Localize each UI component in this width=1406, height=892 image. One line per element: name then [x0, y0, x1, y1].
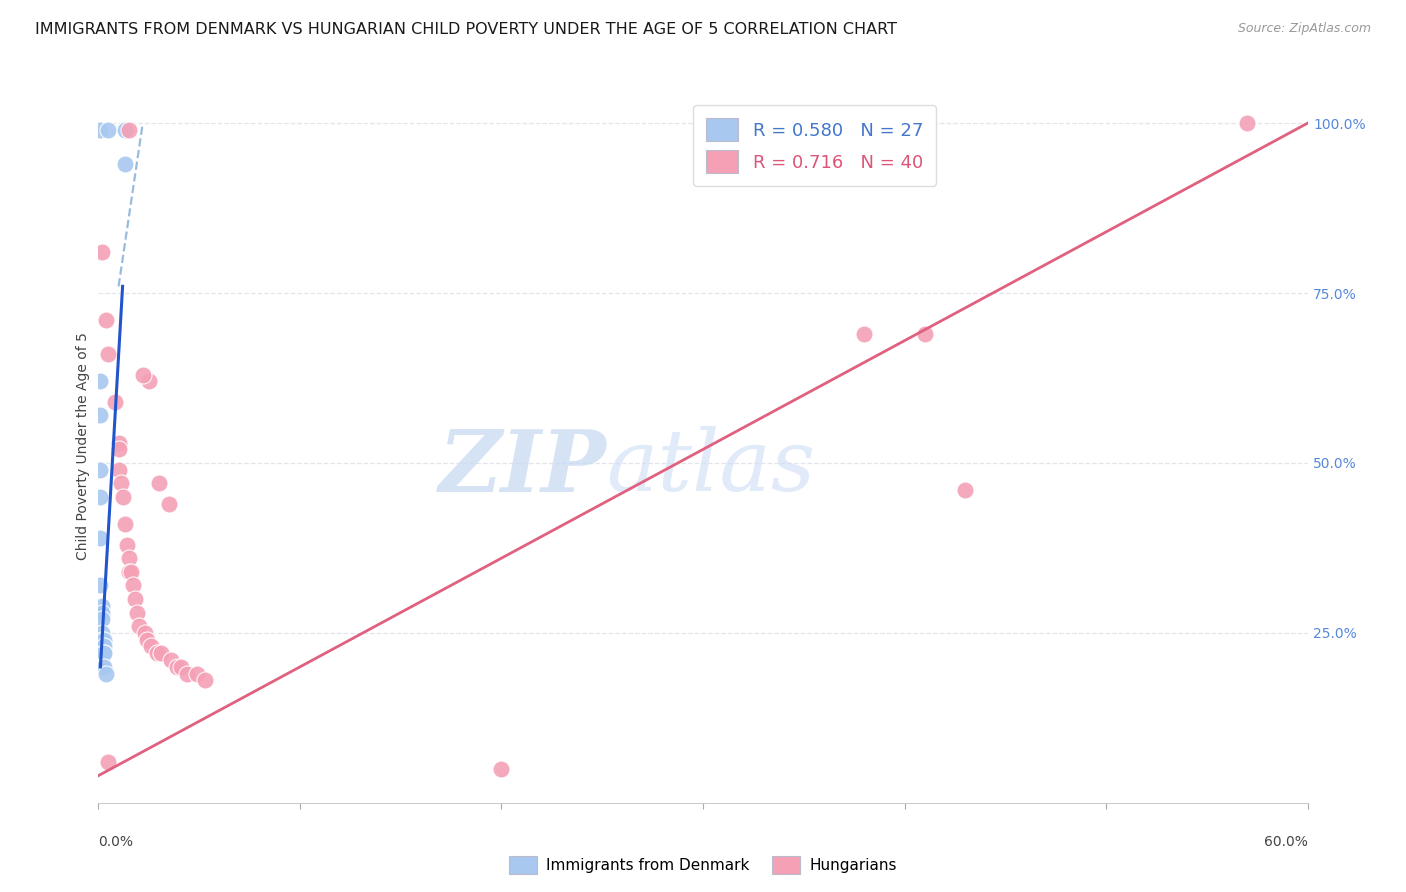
Text: ZIP: ZIP	[439, 425, 606, 509]
Point	[89, 463, 111, 477]
Text: Source: ZipAtlas.com: Source: ZipAtlas.com	[1237, 22, 1371, 36]
Point	[146, 646, 169, 660]
Point	[93, 640, 115, 654]
Point	[110, 476, 132, 491]
Point	[93, 660, 115, 674]
Point	[120, 565, 142, 579]
Point	[96, 313, 118, 327]
Point	[121, 578, 143, 592]
Text: IMMIGRANTS FROM DENMARK VS HUNGARIAN CHILD POVERTY UNDER THE AGE OF 5 CORRELATIO: IMMIGRANTS FROM DENMARK VS HUNGARIAN CHI…	[35, 22, 897, 37]
Text: atlas: atlas	[606, 426, 815, 508]
Point	[176, 666, 198, 681]
Point	[89, 375, 111, 389]
Point	[160, 653, 183, 667]
Point	[139, 640, 162, 654]
Point	[97, 755, 120, 769]
Point	[194, 673, 217, 688]
Point	[114, 157, 136, 171]
Point	[93, 632, 115, 647]
Point	[91, 653, 114, 667]
Point	[91, 626, 114, 640]
Point	[89, 123, 111, 137]
Point	[93, 646, 115, 660]
Point	[111, 490, 134, 504]
Point	[91, 660, 114, 674]
Point	[91, 646, 114, 660]
Point	[166, 660, 188, 674]
Point	[91, 245, 114, 260]
Point	[91, 653, 114, 667]
Point	[91, 632, 114, 647]
Point	[91, 599, 114, 613]
Legend: Immigrants from Denmark, Hungarians: Immigrants from Denmark, Hungarians	[503, 850, 903, 880]
Point	[114, 517, 136, 532]
Point	[107, 442, 129, 457]
Point	[96, 666, 118, 681]
Point	[491, 762, 513, 776]
Point	[91, 646, 114, 660]
Legend: R = 0.580   N = 27, R = 0.716   N = 40: R = 0.580 N = 27, R = 0.716 N = 40	[693, 105, 936, 186]
Point	[157, 497, 180, 511]
Point	[914, 326, 936, 341]
Point	[118, 123, 141, 137]
Point	[1236, 116, 1258, 130]
Point	[114, 123, 136, 137]
Point	[135, 632, 157, 647]
Point	[149, 646, 172, 660]
Point	[170, 660, 193, 674]
Y-axis label: Child Poverty Under the Age of 5: Child Poverty Under the Age of 5	[76, 332, 90, 560]
Point	[91, 640, 114, 654]
Point	[125, 606, 148, 620]
Point	[91, 606, 114, 620]
Point	[91, 612, 114, 626]
Point	[128, 619, 150, 633]
Point	[186, 666, 208, 681]
Point	[124, 591, 146, 606]
Point	[115, 537, 138, 551]
Point	[89, 531, 111, 545]
Point	[89, 490, 111, 504]
Text: 60.0%: 60.0%	[1264, 835, 1308, 849]
Point	[89, 578, 111, 592]
Point	[132, 368, 155, 382]
Point	[148, 476, 170, 491]
Point	[107, 435, 129, 450]
Point	[853, 326, 876, 341]
Text: 0.0%: 0.0%	[98, 835, 134, 849]
Point	[93, 646, 115, 660]
Point	[89, 409, 111, 423]
Point	[103, 394, 125, 409]
Point	[138, 375, 160, 389]
Point	[953, 483, 976, 498]
Point	[118, 565, 141, 579]
Point	[97, 123, 120, 137]
Point	[107, 463, 129, 477]
Point	[134, 626, 156, 640]
Point	[97, 347, 120, 361]
Point	[118, 551, 141, 566]
